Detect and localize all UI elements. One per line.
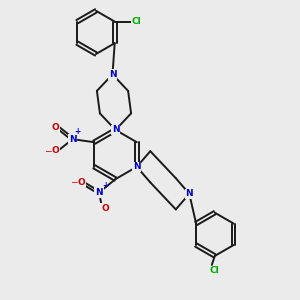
Text: −: − <box>44 146 51 155</box>
Text: N: N <box>69 135 76 144</box>
Text: N: N <box>109 70 116 79</box>
Text: N: N <box>133 162 141 171</box>
Text: −: − <box>70 178 77 187</box>
Text: +: + <box>75 127 81 136</box>
Text: Cl: Cl <box>132 17 142 26</box>
Text: O: O <box>51 146 59 155</box>
Text: O: O <box>101 204 109 213</box>
Text: +: + <box>103 182 109 190</box>
Text: N: N <box>112 125 119 134</box>
Text: N: N <box>185 189 193 198</box>
Text: O: O <box>51 123 59 132</box>
Text: Cl: Cl <box>210 266 220 275</box>
Text: N: N <box>95 188 103 197</box>
Text: O: O <box>77 178 85 187</box>
